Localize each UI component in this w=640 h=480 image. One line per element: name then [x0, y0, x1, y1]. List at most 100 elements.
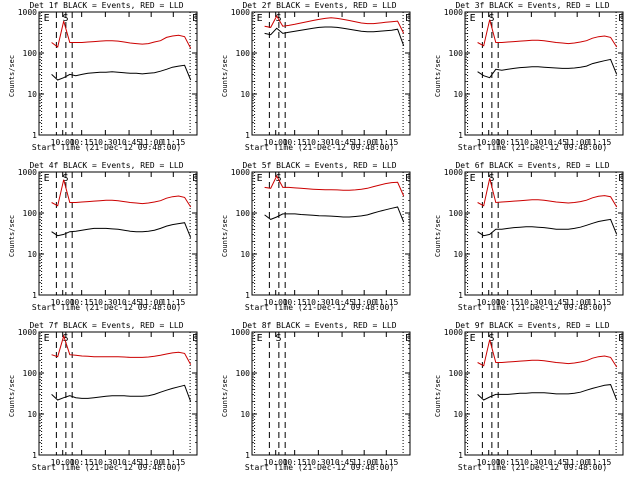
- lld-series-line: [51, 179, 192, 208]
- y-tick-label: 10: [240, 250, 250, 259]
- axes-frame: [251, 331, 411, 456]
- x-axis-label: Start Time (21-Dec-12 09:48:00): [244, 303, 395, 312]
- y-tick-label: 1: [32, 291, 37, 300]
- x-tick-label: 11:00: [565, 138, 589, 147]
- interval-marker-label: E: [257, 13, 263, 24]
- x-tick-label: 10:15: [283, 298, 307, 307]
- y-tick-label: 10: [240, 90, 250, 99]
- interval-marker-label: E: [405, 13, 411, 24]
- interval-marker-label: S: [63, 333, 69, 344]
- x-tick-label: 11:15: [374, 138, 398, 147]
- x-axis-label: Start Time (21-Dec-12 09:48:00): [244, 463, 395, 472]
- y-tick-label: 10: [453, 250, 463, 259]
- detector-panel: Det 7f BLACK = Events, RED = LLD Start Ti…: [0, 320, 213, 480]
- panel-title: Det 6f BLACK = Events, RED = LLD: [455, 161, 610, 170]
- x-tick-label: 11:00: [139, 138, 163, 147]
- x-tick-label: 10:45: [330, 138, 354, 147]
- interval-marker-label: S: [276, 333, 282, 344]
- x-tick-label: 11:00: [352, 138, 376, 147]
- y-tick-label: 1: [245, 291, 250, 300]
- x-tick-label: 10:45: [330, 458, 354, 467]
- x-axis-label: Start Time (21-Dec-12 09:48:00): [31, 463, 182, 472]
- x-tick-label: 11:00: [565, 298, 589, 307]
- panel-title: Det 2f BLACK = Events, RED = LLD: [242, 1, 397, 10]
- y-tick-label: 100: [449, 49, 464, 58]
- x-axis-label: Start Time (21-Dec-12 09:48:00): [31, 303, 182, 312]
- detector-panel: Det 3f BLACK = Events, RED = LLD Start Ti…: [426, 0, 639, 160]
- x-tick-label: 10:45: [543, 458, 567, 467]
- interval-marker-label: E: [405, 173, 411, 184]
- x-tick-label: 10:15: [70, 298, 94, 307]
- x-axis-label: Start Time (21-Dec-12 09:48:00): [31, 143, 182, 152]
- x-axis-label: Start Time (21-Dec-12 09:48:00): [244, 143, 395, 152]
- x-axis-label: Start Time (21-Dec-12 09:48:00): [457, 143, 608, 152]
- y-tick-label: 10: [453, 410, 463, 419]
- interval-marker-label: E: [257, 333, 263, 344]
- x-tick-label: 10:30: [519, 298, 543, 307]
- y-tick-label: 1000: [231, 328, 250, 337]
- x-tick-label: 11:15: [161, 138, 185, 147]
- detector-panel: Det 9f BLACK = Events, RED = LLD Start Ti…: [426, 320, 639, 480]
- detector-panel: Det 8f BLACK = Events, RED = LLD Start Ti…: [213, 320, 426, 480]
- x-tick-label: 10:45: [117, 298, 141, 307]
- y-tick-label: 10: [240, 410, 250, 419]
- axes-frame: [38, 11, 198, 136]
- y-tick-label: 100: [236, 369, 251, 378]
- x-tick-label: 10:30: [306, 298, 330, 307]
- y-tick-label: 1000: [444, 168, 463, 177]
- interval-marker-label: S: [489, 13, 495, 24]
- interval-marker-label: E: [618, 13, 624, 24]
- x-tick-label: 10:30: [519, 138, 543, 147]
- interval-marker-label: E: [470, 333, 476, 344]
- y-tick-label: 100: [23, 49, 38, 58]
- y-tick-label: 100: [449, 369, 464, 378]
- x-tick-label: 10:30: [519, 458, 543, 467]
- events-series-line: [51, 64, 192, 81]
- y-tick-label: 1: [245, 131, 250, 140]
- x-tick-label: 10:30: [306, 138, 330, 147]
- interval-marker-label: E: [44, 333, 50, 344]
- x-tick-label: 11:15: [161, 458, 185, 467]
- interval-marker-label: E: [618, 333, 624, 344]
- events-series-line: [51, 384, 192, 402]
- panel-title: Det 1f BLACK = Events, RED = LLD: [29, 1, 184, 10]
- y-tick-label: 1: [458, 131, 463, 140]
- y-tick-label: 100: [236, 49, 251, 58]
- x-tick-label: 10:15: [70, 138, 94, 147]
- x-tick-label: 10:15: [496, 458, 520, 467]
- y-tick-label: 1000: [231, 168, 250, 177]
- interval-marker-label: E: [470, 13, 476, 24]
- panel-title: Det 7f BLACK = Events, RED = LLD: [29, 321, 184, 330]
- x-tick-label: 11:15: [161, 298, 185, 307]
- interval-marker-label: E: [470, 173, 476, 184]
- events-series-line: [264, 206, 405, 223]
- x-tick-label: 10:30: [306, 458, 330, 467]
- x-tick-label: 11:00: [139, 298, 163, 307]
- x-tick-label: 11:15: [374, 458, 398, 467]
- interval-marker-label: E: [44, 13, 50, 24]
- y-tick-label: 10: [27, 410, 37, 419]
- x-tick-label: 10:45: [330, 298, 354, 307]
- axes-frame: [251, 11, 411, 136]
- y-tick-label: 1000: [18, 168, 37, 177]
- x-tick-label: 11:15: [587, 298, 611, 307]
- detector-panel: Det 5f BLACK = Events, RED = LLD Start Ti…: [213, 160, 426, 320]
- y-tick-label: 100: [236, 209, 251, 218]
- y-tick-label: 1: [32, 131, 37, 140]
- events-series-line: [477, 218, 618, 237]
- x-tick-label: 10:45: [543, 298, 567, 307]
- x-axis-label: Start Time (21-Dec-12 09:48:00): [457, 303, 608, 312]
- x-tick-label: 11:15: [374, 298, 398, 307]
- interval-marker-label: E: [618, 173, 624, 184]
- axes-frame: [38, 171, 198, 296]
- lld-series-line: [264, 174, 405, 197]
- x-tick-label: 11:15: [587, 458, 611, 467]
- y-tick-label: 1: [458, 291, 463, 300]
- x-tick-label: 10:30: [93, 298, 117, 307]
